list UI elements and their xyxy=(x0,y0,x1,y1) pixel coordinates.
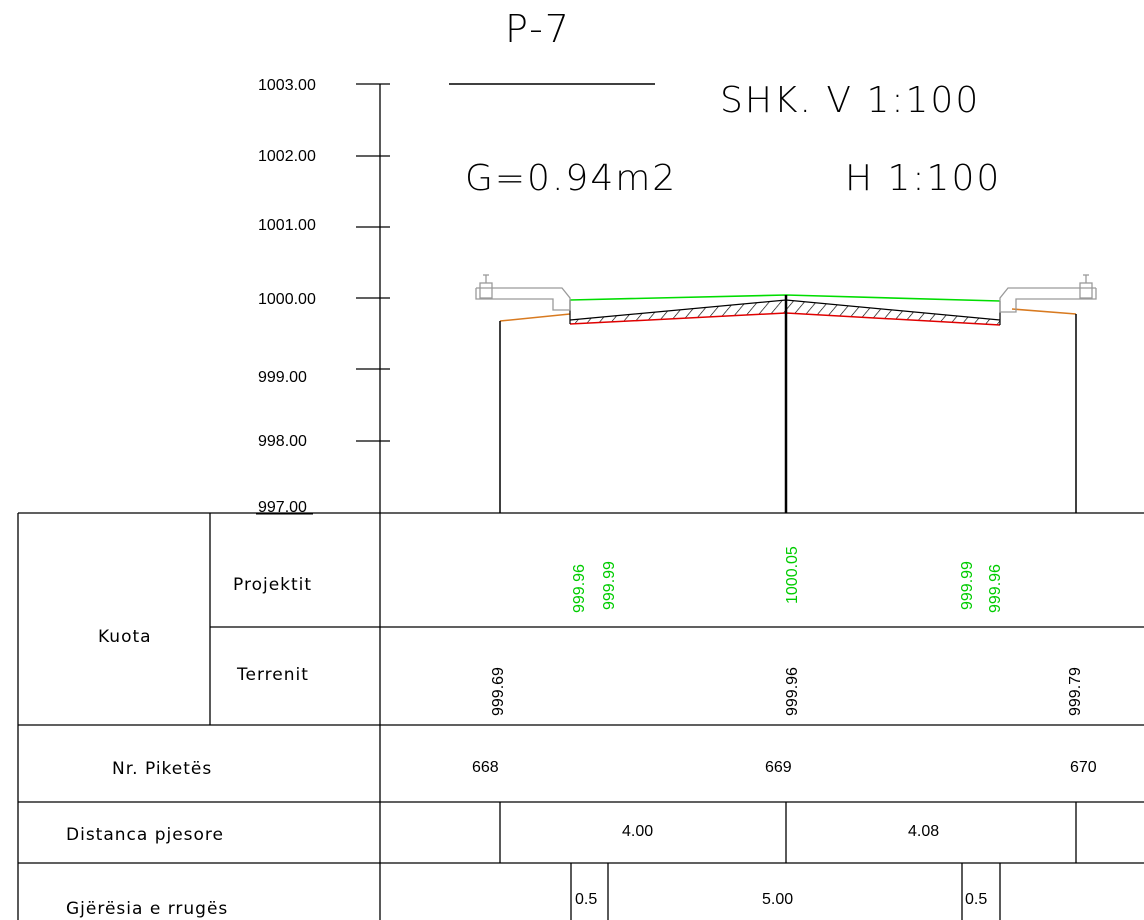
vertical-scale-label: SHK. V 1:100 xyxy=(720,80,980,121)
terrain-elevation-1: 999.69 xyxy=(490,667,507,716)
design-elevation-2: 999.99 xyxy=(601,561,618,610)
elevation-label-1002: 1002.00 xyxy=(258,148,316,165)
station-668: 668 xyxy=(472,759,499,776)
data-table xyxy=(17,512,1144,920)
distance-2: 4.08 xyxy=(908,823,939,840)
elevation-label-1001: 1001.00 xyxy=(258,217,316,234)
left-sidewalk-guardrail xyxy=(475,274,571,311)
design-elevation-5: 999.96 xyxy=(987,564,1004,613)
section-title: P-7 xyxy=(505,7,571,51)
distance-1: 4.00 xyxy=(622,823,653,840)
row-group-kuota: Kuota xyxy=(98,627,152,647)
width-carriageway: 5.00 xyxy=(762,891,793,908)
terrain-line-left xyxy=(499,313,571,322)
row-label-distance: Distanca pjesore xyxy=(66,825,224,845)
design-elevation-1: 999.96 xyxy=(571,564,588,613)
terrain-elevation-3: 999.79 xyxy=(1067,667,1084,716)
width-left-shoulder: 0.5 xyxy=(575,891,597,908)
terrain-elevation-2: 999.96 xyxy=(784,667,801,716)
right-sidewalk-guardrail xyxy=(999,274,1097,313)
row-label-projektit: Projektit xyxy=(233,575,312,595)
elevation-ticks xyxy=(356,83,390,442)
area-label: G=0.94m2 xyxy=(465,158,677,199)
row-label-width: Gjërësia e rrugës xyxy=(66,899,228,919)
road-profile xyxy=(475,274,1097,513)
elevation-label-998: 998.00 xyxy=(258,433,307,450)
terrain-line-right xyxy=(1011,308,1077,315)
row-label-stations: Nr. Piketës xyxy=(112,759,212,779)
horizontal-scale-label: H 1:100 xyxy=(845,158,1001,199)
station-670: 670 xyxy=(1070,759,1097,776)
width-right-shoulder: 0.5 xyxy=(965,891,987,908)
elevation-label-1003: 1003.00 xyxy=(258,77,316,94)
elevation-label-999: 999.00 xyxy=(258,369,307,386)
row-label-terrenit: Terrenit xyxy=(236,665,309,685)
design-elevation-3: 1000.05 xyxy=(784,546,801,604)
elevation-label-1000: 1000.00 xyxy=(258,291,316,308)
elevation-label-997: 997.00 xyxy=(258,499,307,516)
station-669: 669 xyxy=(765,759,792,776)
design-elevation-4: 999.99 xyxy=(959,561,976,610)
